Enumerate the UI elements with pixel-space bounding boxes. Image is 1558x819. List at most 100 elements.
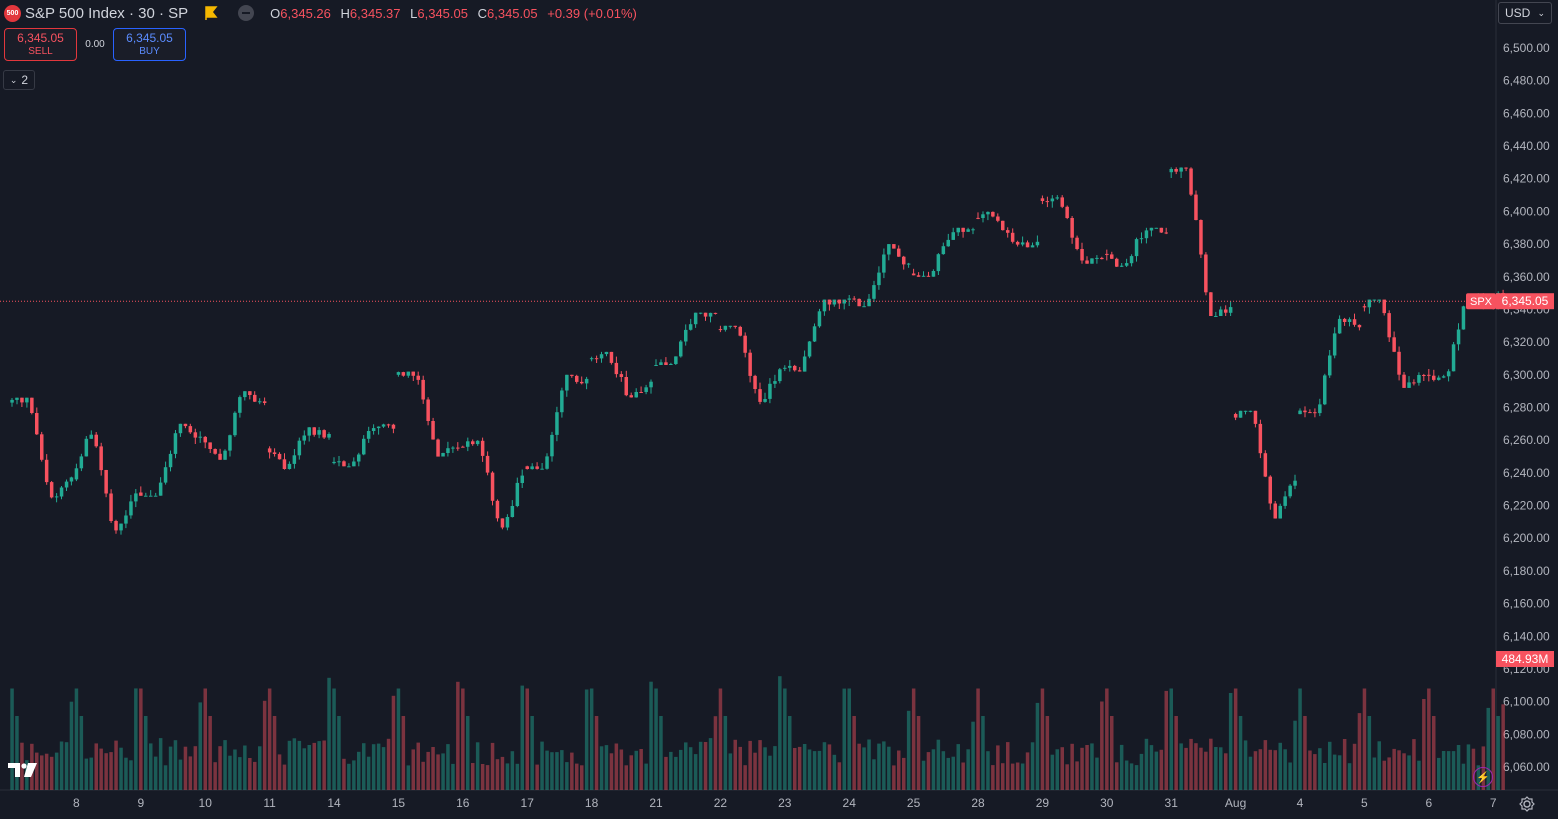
candle-body [292, 455, 297, 464]
volume-bar [589, 688, 594, 790]
currency-select[interactable]: USD ⌄ [1498, 2, 1552, 24]
candle-body [1015, 241, 1020, 245]
currency-label: USD [1505, 6, 1531, 20]
symbol-title[interactable]: S&P 500 Index · 30 · SP [25, 4, 189, 22]
price-axis[interactable] [1496, 0, 1558, 819]
volume-bar [59, 741, 64, 790]
candle-body [1387, 313, 1391, 338]
volume-bar [951, 756, 955, 790]
price-tick-label: 6,260.00 [1503, 433, 1550, 447]
candle-body [94, 434, 98, 447]
volume-bar [1332, 754, 1337, 790]
chevron-down-icon: ⌄ [1537, 7, 1545, 18]
volume-bar [1100, 701, 1104, 790]
candle-body [921, 275, 926, 277]
sp500-logo-icon: 500 [4, 4, 21, 22]
candle-body [565, 374, 569, 391]
candle-body [451, 447, 455, 449]
volume-bar [703, 742, 708, 790]
volume-bar [624, 765, 628, 790]
candle-body [941, 246, 946, 255]
candle-body [887, 244, 891, 255]
volume-bar [381, 747, 386, 790]
hide-indicators-icon[interactable] [238, 5, 255, 21]
indicators-toggle-button[interactable]: ⌄ 2 [3, 70, 35, 90]
candle-body [931, 271, 936, 277]
volume-bar [332, 688, 336, 790]
sell-button[interactable]: 6,345.05 SELL [4, 28, 77, 61]
volume-bar [396, 688, 401, 790]
candle-body [1427, 374, 1431, 376]
gear-icon[interactable] [1518, 795, 1536, 813]
symbol-header: 500 S&P 500 Index · 30 · SP O6,345.26 H6… [4, 3, 637, 23]
candle-body [649, 381, 653, 388]
volume-bar [1065, 764, 1069, 790]
volume-bar [1328, 741, 1332, 790]
time-tick-label: 8 [73, 796, 80, 810]
tradingview-logo-icon[interactable] [6, 760, 40, 780]
candle-body [1204, 254, 1208, 293]
volume-bar [1486, 707, 1490, 790]
volume-bar [386, 738, 391, 790]
candle-body [15, 397, 19, 400]
candle-body [277, 453, 282, 460]
candle-body [471, 441, 475, 445]
volume-bar [738, 746, 742, 790]
volume-bar [1461, 763, 1466, 790]
candle-body [743, 335, 747, 353]
candle-body [1392, 337, 1396, 352]
low-value: 6,345.05 [417, 5, 468, 21]
volume-bar [357, 751, 361, 790]
candle-body [1149, 227, 1154, 231]
volume-bar [1283, 749, 1287, 790]
volume-bar [1432, 716, 1436, 790]
candle-body [446, 448, 450, 453]
volume-bar [758, 740, 762, 790]
time-tick-label: 28 [971, 796, 985, 810]
time-tick-label: 5 [1361, 796, 1368, 810]
volume-bar [931, 749, 936, 790]
price-tick-label: 6,320.00 [1503, 335, 1550, 349]
lightning-icon[interactable]: ⚡ [1473, 767, 1493, 787]
volume-bar [1001, 763, 1005, 790]
open-label: O [270, 5, 281, 21]
volume-bar [203, 688, 207, 790]
candle-body [832, 299, 837, 305]
candle-body [664, 362, 668, 365]
volume-bar [530, 716, 534, 790]
volume-bar [679, 749, 683, 790]
volume-bar [1456, 745, 1461, 790]
volume-bar [773, 746, 777, 790]
volume-bar [892, 765, 896, 790]
candle-body [783, 367, 787, 369]
candle-body [669, 364, 673, 365]
volume-bar [1050, 754, 1055, 790]
candle-body [753, 375, 757, 389]
candle-body [837, 299, 842, 304]
volume-bar [302, 748, 306, 790]
candle-body [703, 312, 708, 317]
volume-bar [104, 753, 108, 790]
candle-body [461, 446, 465, 448]
candle-body [644, 387, 648, 392]
candle-body [1006, 230, 1010, 233]
volume-bar [1278, 742, 1282, 790]
candle-body [575, 375, 579, 382]
candle-body [337, 461, 341, 463]
volume-bar [743, 765, 747, 790]
volume-bar [1402, 753, 1406, 790]
candle-body [540, 468, 544, 470]
volume-bar [946, 757, 950, 790]
candle-body [1105, 253, 1109, 255]
candle-body [1139, 238, 1144, 240]
volume-bar [327, 677, 331, 790]
flag-icon[interactable] [204, 6, 218, 20]
volume-bar [822, 742, 827, 790]
candle-body [1224, 309, 1228, 313]
candle-body [362, 438, 366, 455]
buy-button[interactable]: 6,345.05 BUY [113, 28, 186, 61]
candle-body [515, 482, 520, 506]
candle-body [817, 311, 822, 327]
candle-body [822, 299, 827, 312]
